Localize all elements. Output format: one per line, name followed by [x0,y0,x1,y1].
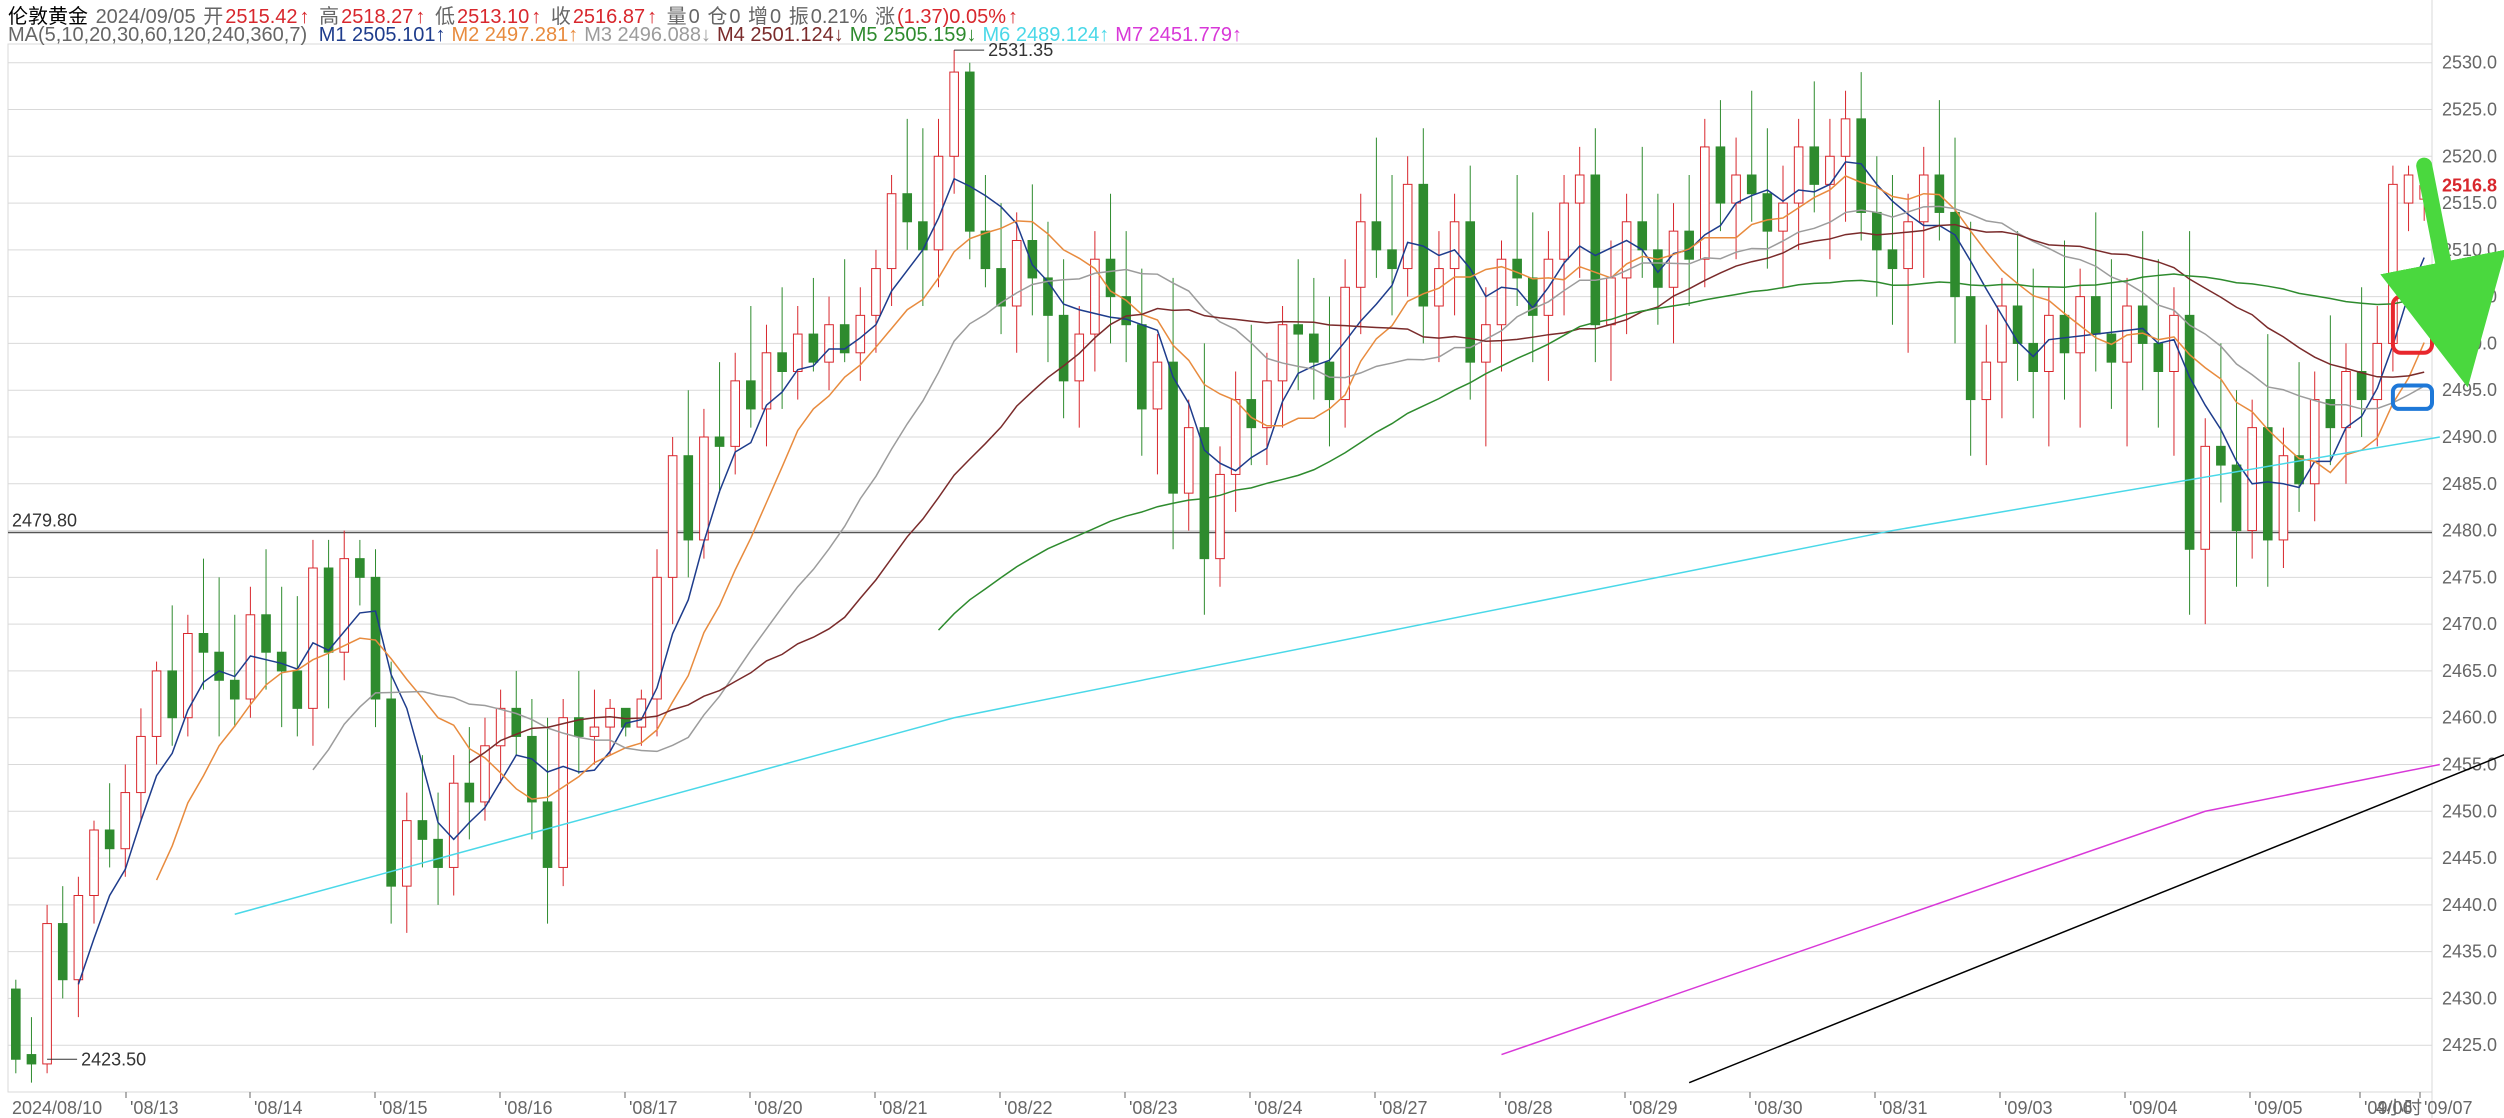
ma-item: M7 2451.779↑ [1115,24,1242,46]
svg-text:2024/08/10: 2024/08/10 [12,1098,102,1118]
svg-text:'08/31: '08/31 [1879,1098,1927,1118]
ma-header: MA(5,10,20,30,60,120,240,360,7) M1 2505.… [8,24,1254,47]
ma-item: M4 2501.124↓ [717,24,844,46]
svg-text:2445.0: 2445.0 [2442,848,2497,868]
svg-text:2479.80: 2479.80 [12,510,77,530]
svg-text:2480.0: 2480.0 [2442,521,2497,541]
ma-item: M2 2497.281↑ [451,24,578,46]
svg-text:'08/20: '08/20 [754,1098,802,1118]
ma-prefix: MA(5,10,20,30,60,120,240,360,7) [8,24,307,46]
svg-text:2435.0: 2435.0 [2442,942,2497,962]
svg-text:2530.0: 2530.0 [2442,53,2497,73]
svg-text:'08/15: '08/15 [379,1098,427,1118]
svg-text:2425.0: 2425.0 [2442,1035,2497,1055]
svg-text:2495.0: 2495.0 [2442,380,2497,400]
svg-text:'08/21: '08/21 [879,1098,927,1118]
candlestick-chart: { "header": { "symbol": "伦敦黄金", "date": … [0,0,2504,1118]
svg-text:'08/14: '08/14 [254,1098,302,1118]
svg-text:'09/04: '09/04 [2129,1098,2177,1118]
svg-text:'08/29: '08/29 [1629,1098,1677,1118]
svg-text:'08/23: '08/23 [1129,1098,1177,1118]
svg-text:2465.0: 2465.0 [2442,661,2497,681]
svg-text:2423.50: 2423.50 [81,1049,146,1069]
ma-item: M1 2505.101↑ [319,24,446,46]
svg-text:'08/30: '08/30 [1754,1098,1802,1118]
svg-text:2475.0: 2475.0 [2442,567,2497,587]
ma-item: M5 2505.159↓ [850,24,977,46]
svg-text:'08/16: '08/16 [504,1098,552,1118]
svg-text:2460.0: 2460.0 [2442,708,2497,728]
svg-text:2500.0: 2500.0 [2442,333,2497,353]
svg-text:'08/13: '08/13 [130,1098,178,1118]
svg-text:'08/22: '08/22 [1004,1098,1052,1118]
svg-text:2525.0: 2525.0 [2442,100,2497,120]
ma-item: M6 2489.124↑ [983,24,1110,46]
svg-text:2430.0: 2430.0 [2442,988,2497,1008]
svg-text:2440.0: 2440.0 [2442,895,2497,915]
svg-text:'08/28: '08/28 [1504,1098,1552,1118]
svg-text:'08/17: '08/17 [629,1098,677,1118]
svg-text:4小时: 4小时 [2376,1098,2422,1118]
svg-text:'09/03: '09/03 [2004,1098,2052,1118]
svg-text:2450.0: 2450.0 [2442,801,2497,821]
chart-svg: 2425.0 2430.0 2435.0 2440.0 2445.0 2450.0 2455… [0,0,2504,1118]
svg-text:2455.0: 2455.0 [2442,755,2497,775]
svg-text:'08/24: '08/24 [1254,1098,1302,1118]
svg-text:2490.0: 2490.0 [2442,427,2497,447]
svg-text:'08/27: '08/27 [1379,1098,1427,1118]
svg-text:2516.8: 2516.8 [2442,176,2497,196]
svg-text:2515.0: 2515.0 [2442,193,2497,213]
svg-text:2470.0: 2470.0 [2442,614,2497,634]
svg-text:2520.0: 2520.0 [2442,146,2497,166]
svg-text:'09/05: '09/05 [2254,1098,2302,1118]
svg-text:2485.0: 2485.0 [2442,474,2497,494]
svg-text:'09/07: '09/07 [2424,1098,2472,1118]
ma-item: M3 2496.088↓ [584,24,711,46]
